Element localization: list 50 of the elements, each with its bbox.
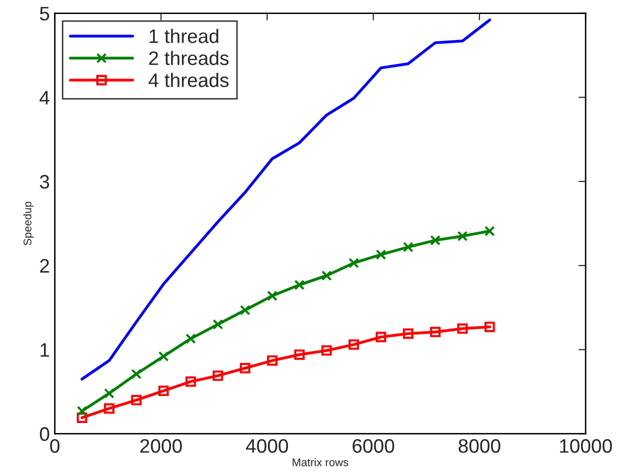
point	[104, 403, 114, 414]
legend-label: 4 threads	[148, 72, 229, 88]
y-tick-label: 1	[40, 343, 50, 357]
y-tick-label: 0	[40, 427, 50, 441]
x-axis-title: Matrix rows	[292, 458, 348, 466]
point	[158, 351, 169, 362]
point	[484, 226, 495, 236]
line-series	[80, 18, 492, 380]
point	[484, 322, 495, 332]
y-tick-label: 4	[40, 91, 50, 104]
point	[158, 386, 169, 396]
point	[212, 370, 224, 381]
y-tick-label: 3	[40, 174, 50, 189]
legend-label: 1 thread	[150, 28, 218, 44]
point	[376, 249, 386, 260]
point	[267, 355, 278, 366]
point	[321, 345, 332, 356]
point	[240, 362, 250, 374]
point	[131, 394, 142, 406]
point	[131, 368, 142, 380]
point	[240, 304, 250, 316]
point	[294, 280, 305, 290]
x-tick-label: 6000	[352, 439, 394, 453]
point	[185, 376, 196, 387]
point	[76, 412, 88, 423]
point	[430, 235, 441, 246]
y-tick-label: 5	[40, 6, 50, 21]
x-tick-label: 2000	[140, 439, 182, 453]
point	[402, 328, 414, 339]
point	[402, 242, 414, 252]
x-tick-label: 8000	[458, 439, 500, 453]
point	[348, 339, 359, 350]
y-tick-label: 2	[40, 259, 49, 273]
point	[321, 270, 332, 281]
point	[267, 290, 278, 302]
y-axis-title: Speedup	[23, 202, 34, 246]
x-tick-label: 10000	[560, 439, 612, 453]
point	[457, 323, 468, 334]
point	[76, 406, 88, 416]
x-tick-label: 0	[50, 439, 60, 453]
point	[212, 319, 224, 330]
point	[457, 230, 468, 242]
point	[104, 388, 114, 399]
x-tick-label: 4000	[246, 439, 288, 453]
point	[185, 333, 196, 344]
point	[430, 326, 441, 338]
point	[348, 258, 359, 268]
point	[294, 349, 305, 360]
legend-label: 2 threads	[149, 50, 229, 66]
point	[376, 332, 386, 342]
